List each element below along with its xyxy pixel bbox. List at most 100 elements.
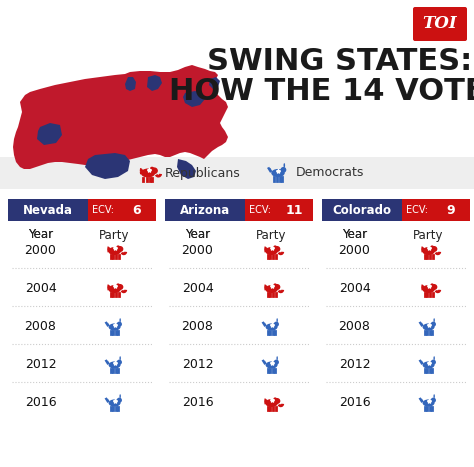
- Text: 11: 11: [285, 204, 303, 217]
- FancyBboxPatch shape: [245, 199, 313, 221]
- Text: 2016: 2016: [182, 396, 213, 410]
- Text: Democrats: Democrats: [296, 167, 365, 179]
- Ellipse shape: [117, 284, 123, 290]
- Ellipse shape: [117, 397, 122, 403]
- Ellipse shape: [274, 398, 280, 404]
- Text: 2012: 2012: [25, 359, 56, 372]
- Ellipse shape: [150, 167, 155, 171]
- Ellipse shape: [141, 169, 155, 177]
- Ellipse shape: [431, 360, 436, 365]
- Text: SWING STATES:: SWING STATES:: [207, 48, 473, 77]
- Ellipse shape: [265, 361, 278, 368]
- Text: 2000: 2000: [25, 245, 56, 257]
- Ellipse shape: [422, 361, 435, 368]
- Ellipse shape: [422, 247, 435, 255]
- Ellipse shape: [117, 323, 119, 327]
- Text: 6: 6: [133, 204, 141, 217]
- Ellipse shape: [430, 399, 433, 403]
- Ellipse shape: [433, 318, 435, 322]
- FancyBboxPatch shape: [0, 157, 474, 189]
- Text: 2008: 2008: [25, 320, 56, 333]
- Text: 2016: 2016: [339, 396, 370, 410]
- Ellipse shape: [273, 361, 276, 366]
- Ellipse shape: [433, 356, 435, 360]
- Text: 2004: 2004: [25, 283, 56, 296]
- Ellipse shape: [119, 394, 121, 398]
- Text: 2012: 2012: [182, 359, 213, 372]
- Ellipse shape: [274, 322, 279, 327]
- Ellipse shape: [119, 318, 121, 322]
- Text: ECV:: ECV:: [92, 205, 114, 215]
- Ellipse shape: [117, 361, 119, 366]
- Text: Year: Year: [342, 228, 367, 241]
- Ellipse shape: [109, 361, 120, 368]
- Ellipse shape: [422, 399, 435, 407]
- Text: Party: Party: [256, 228, 287, 241]
- Ellipse shape: [273, 283, 277, 287]
- Ellipse shape: [109, 399, 120, 407]
- Text: Party: Party: [413, 228, 444, 241]
- Ellipse shape: [265, 247, 278, 255]
- Ellipse shape: [109, 324, 120, 331]
- Text: Year: Year: [28, 228, 53, 241]
- Text: 2016: 2016: [25, 396, 56, 410]
- Ellipse shape: [276, 356, 278, 360]
- Ellipse shape: [274, 360, 279, 365]
- Ellipse shape: [430, 245, 434, 249]
- Ellipse shape: [281, 167, 286, 173]
- Ellipse shape: [430, 323, 433, 327]
- Ellipse shape: [431, 284, 438, 290]
- Ellipse shape: [117, 360, 122, 365]
- Text: ECV:: ECV:: [249, 205, 271, 215]
- Ellipse shape: [280, 169, 283, 174]
- Ellipse shape: [273, 397, 277, 402]
- Ellipse shape: [271, 169, 285, 177]
- FancyBboxPatch shape: [402, 199, 470, 221]
- Text: Colorado: Colorado: [332, 204, 392, 217]
- Ellipse shape: [117, 399, 119, 403]
- FancyBboxPatch shape: [165, 199, 245, 221]
- Text: Arizona: Arizona: [180, 204, 230, 217]
- Text: Nevada: Nevada: [23, 204, 73, 217]
- Ellipse shape: [283, 163, 285, 168]
- Text: Year: Year: [28, 228, 53, 241]
- Text: 2004: 2004: [339, 283, 371, 296]
- Text: ECV:: ECV:: [406, 205, 428, 215]
- FancyBboxPatch shape: [413, 7, 467, 41]
- Text: 2008: 2008: [338, 320, 371, 333]
- Ellipse shape: [119, 356, 121, 360]
- Text: 2000: 2000: [338, 245, 371, 257]
- Ellipse shape: [108, 247, 121, 255]
- Polygon shape: [13, 65, 228, 169]
- Ellipse shape: [116, 283, 120, 287]
- FancyBboxPatch shape: [322, 199, 402, 221]
- Polygon shape: [147, 75, 162, 91]
- Ellipse shape: [151, 167, 158, 174]
- Text: 2004: 2004: [182, 283, 213, 296]
- Text: HOW THE 14 VOTED: HOW THE 14 VOTED: [169, 78, 474, 106]
- Ellipse shape: [430, 361, 433, 366]
- Ellipse shape: [117, 322, 122, 327]
- Ellipse shape: [265, 285, 278, 293]
- Polygon shape: [125, 77, 136, 91]
- Ellipse shape: [431, 322, 436, 327]
- Ellipse shape: [116, 245, 120, 249]
- Ellipse shape: [273, 245, 277, 249]
- Ellipse shape: [430, 283, 434, 287]
- Ellipse shape: [433, 394, 435, 398]
- Text: 9: 9: [447, 204, 455, 217]
- Ellipse shape: [431, 246, 438, 252]
- Polygon shape: [85, 153, 130, 179]
- Polygon shape: [37, 123, 62, 145]
- FancyBboxPatch shape: [88, 199, 156, 221]
- Ellipse shape: [422, 324, 435, 331]
- Ellipse shape: [265, 324, 278, 331]
- Ellipse shape: [422, 285, 435, 293]
- Ellipse shape: [117, 246, 123, 252]
- Text: Party: Party: [100, 228, 130, 241]
- Text: TOI: TOI: [423, 15, 457, 33]
- Ellipse shape: [265, 399, 278, 407]
- Ellipse shape: [108, 285, 121, 293]
- Ellipse shape: [276, 318, 278, 322]
- Text: Year: Year: [185, 228, 210, 241]
